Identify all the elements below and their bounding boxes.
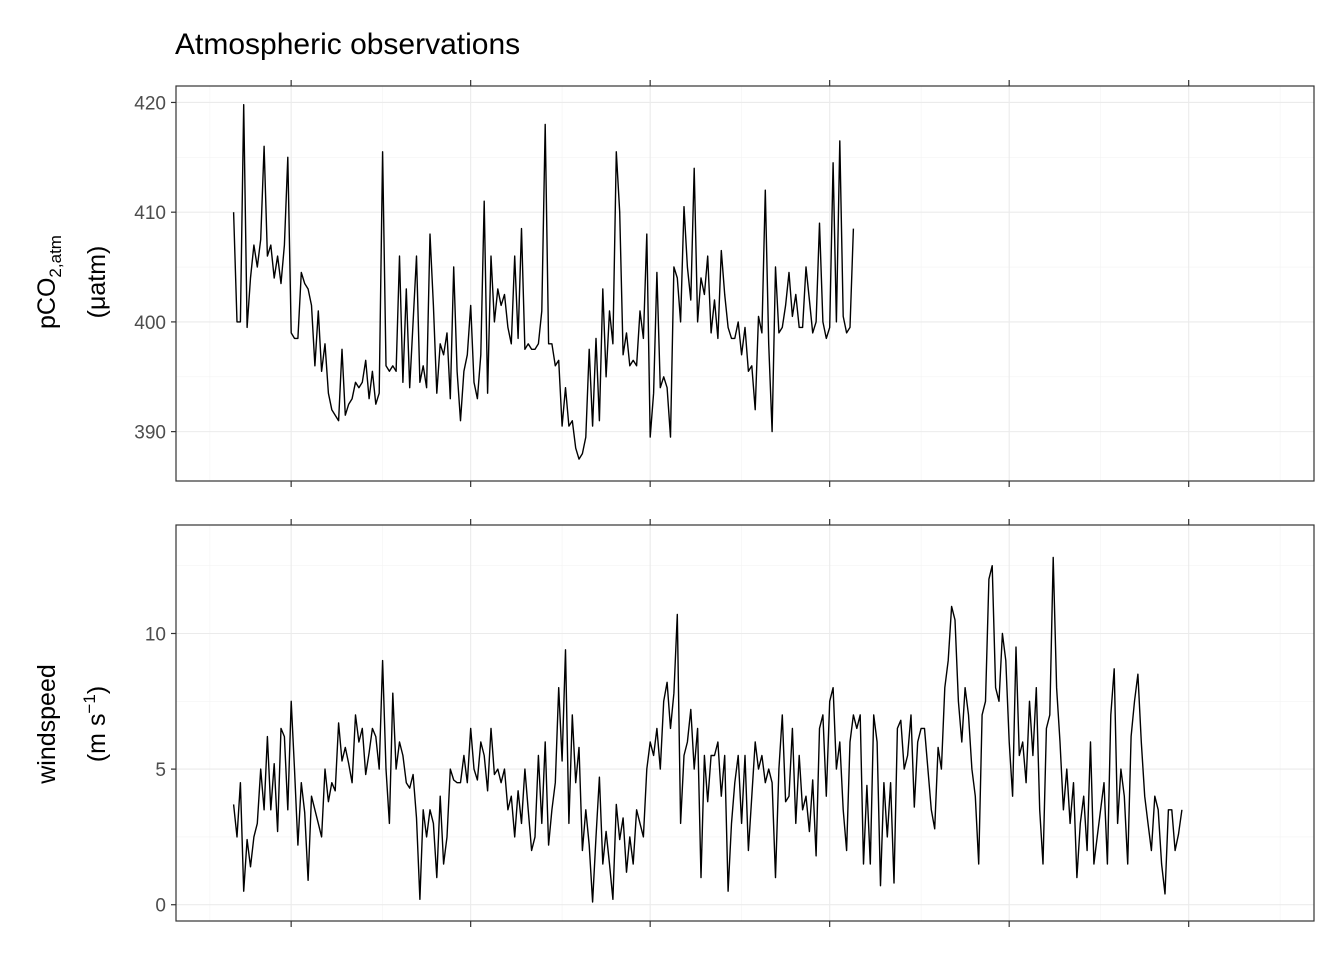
pco2-y-axis-unit: (μatm) — [83, 246, 111, 319]
pco2-panel: 390 400 410 420 pCO2,atm (μatm) — [33, 80, 1315, 487]
pco2-panel-border — [175, 85, 1315, 482]
pco2-y-tick-labels: 390 400 410 420 — [134, 93, 166, 443]
windspeed-y-tick-labels: 0 5 10 — [145, 624, 166, 916]
windspeed-y-axis-title: windspeed — [33, 664, 61, 785]
pco2-axis-ticks — [171, 80, 1190, 487]
windspeed-unit-superscript: −1 — [80, 694, 99, 713]
pco2-gridlines — [176, 86, 1314, 481]
pco2-y-tick-label: 400 — [134, 313, 166, 334]
windspeed-y-tick-label: 5 — [155, 760, 166, 781]
pco2-y-tick-label: 410 — [134, 203, 166, 224]
pco2-y-axis-title: pCO2,atm — [33, 235, 65, 329]
pco2-panel-background — [176, 86, 1314, 481]
windspeed-y-axis-unit: (m s−1) — [80, 686, 111, 762]
windspeed-panel-background — [176, 525, 1314, 921]
pco2-y-tick-label: 390 — [134, 423, 166, 444]
windspeed-panel: 0 5 10 windspeed (m s−1) — [33, 519, 1315, 927]
windspeed-unit-text: (m s — [83, 714, 111, 763]
windspeed-axis-ticks — [171, 519, 1190, 927]
pco2-y-axis-title-subscript: 2,atm — [46, 235, 65, 278]
pco2-series-line — [232, 104, 855, 460]
windspeed-series-line — [232, 556, 1183, 903]
windspeed-y-tick-label: 0 — [155, 896, 166, 917]
windspeed-y-tick-label: 10 — [145, 624, 166, 645]
chart-title: Atmospheric observations — [175, 28, 520, 61]
pco2-y-tick-label: 420 — [134, 93, 166, 114]
pco2-y-axis-title-main: pCO — [33, 278, 61, 329]
windspeed-unit-close: ) — [83, 686, 111, 694]
windspeed-panel-border — [175, 524, 1315, 922]
